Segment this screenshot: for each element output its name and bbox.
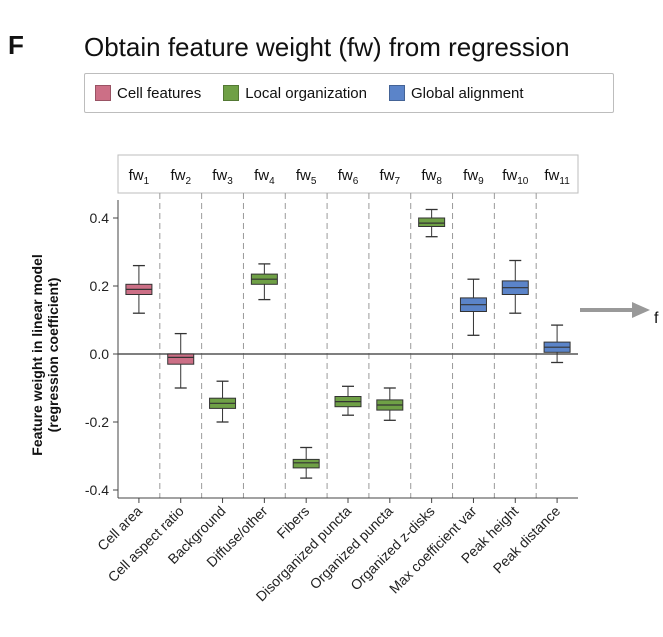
box xyxy=(418,217,446,227)
fw-label: fw7 xyxy=(380,167,401,187)
y-tick-label: -0.2 xyxy=(85,414,109,430)
y-tick-label: 0.4 xyxy=(90,210,110,226)
panel-letter: F xyxy=(8,30,24,60)
arrow-next-label: f xyxy=(654,310,659,327)
y-tick-label: 0.0 xyxy=(90,346,110,362)
legend-label: Local organization xyxy=(245,84,367,102)
y-tick-label: 0.2 xyxy=(90,278,110,294)
legend-swatch xyxy=(95,85,111,101)
fw-label: fw9 xyxy=(463,167,484,187)
legend-label: Cell features xyxy=(117,84,202,102)
arrow-head xyxy=(632,302,650,318)
fw-label: fw6 xyxy=(338,167,359,187)
fw-label: fw1 xyxy=(129,167,150,187)
box xyxy=(292,458,320,469)
legend-swatch xyxy=(223,85,240,101)
chart-title: Obtain feature weight (fw) from regressi… xyxy=(84,32,570,62)
legend-item-local-organization: Local organization xyxy=(223,85,367,102)
fw-label: fw8 xyxy=(421,167,442,187)
legend-item-global-alignment: Global alignment xyxy=(388,84,524,102)
fw-label: fw11 xyxy=(544,167,570,187)
y-axis-label: Feature weight in linear model xyxy=(29,254,45,455)
fw-label: fw4 xyxy=(254,167,275,187)
legend-swatch xyxy=(388,85,405,101)
fw-label: fw2 xyxy=(170,167,191,187)
fw-label: fw3 xyxy=(212,167,233,187)
y-axis-label-line2: (regression coefficient) xyxy=(45,278,61,433)
legend: Cell features Local organization Global … xyxy=(84,73,614,113)
x-tick-label: Cell aspect ratio xyxy=(105,503,187,585)
x-tick-label: Fibers xyxy=(273,503,312,542)
fw-label: fw5 xyxy=(296,167,317,187)
fw-label: fw10 xyxy=(502,167,529,187)
legend-item-cell-features: Cell features xyxy=(95,85,201,102)
box xyxy=(167,353,195,365)
fw-header-box xyxy=(117,154,579,194)
y-tick-label: -0.4 xyxy=(85,482,109,498)
legend-label: Global alignment xyxy=(410,84,524,102)
